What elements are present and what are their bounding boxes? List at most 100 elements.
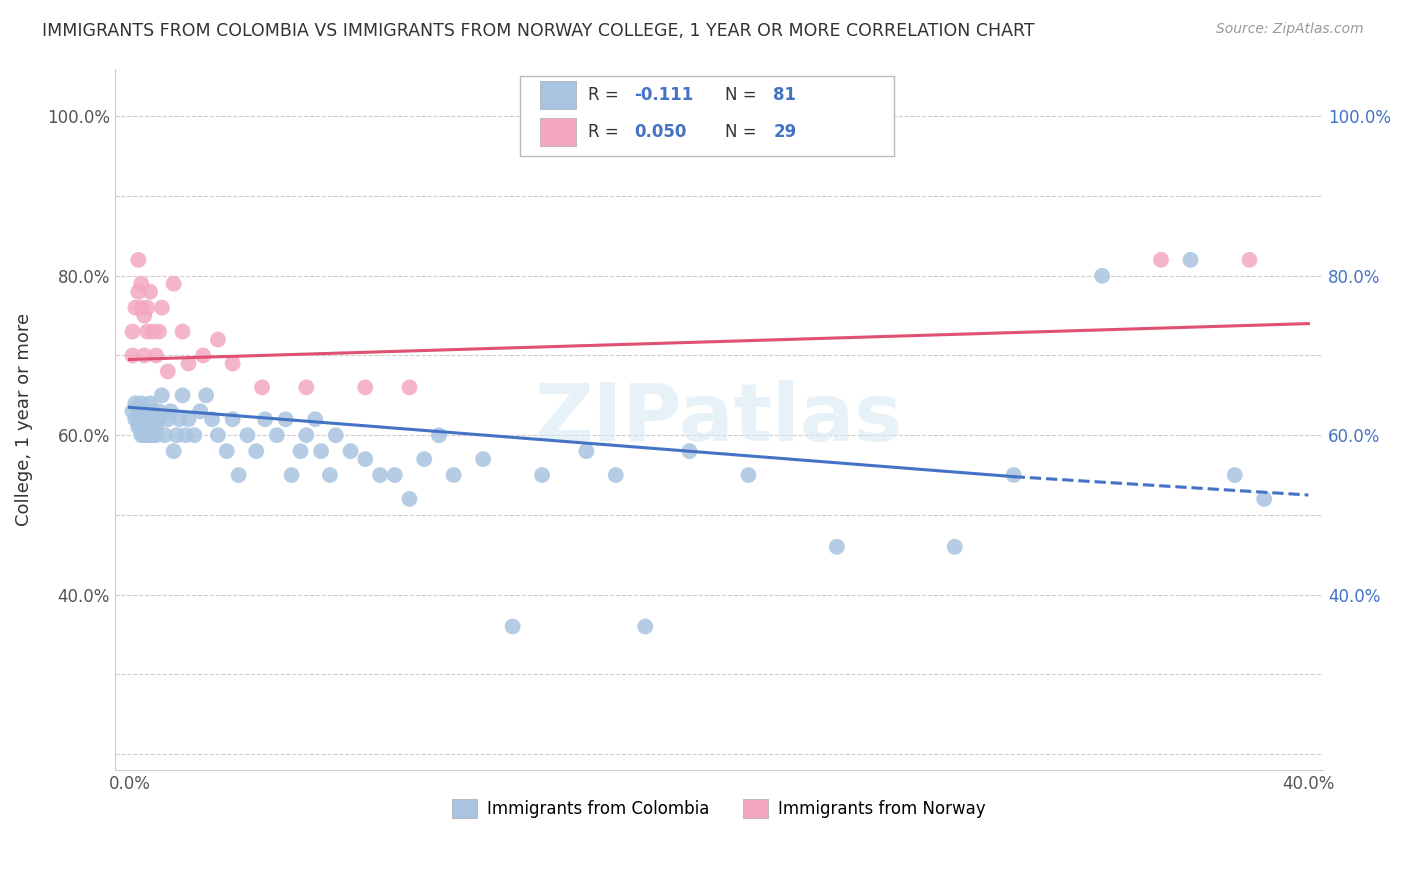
FancyBboxPatch shape <box>540 118 576 145</box>
Legend: Immigrants from Colombia, Immigrants from Norway: Immigrants from Colombia, Immigrants fro… <box>446 793 993 825</box>
Point <box>384 468 406 483</box>
Point <box>129 277 152 291</box>
Point <box>153 428 176 442</box>
Point <box>142 404 165 418</box>
Point <box>129 420 152 434</box>
Point <box>183 428 205 442</box>
Point <box>124 412 146 426</box>
Point <box>368 468 391 483</box>
Text: R =: R = <box>589 86 624 103</box>
Point <box>177 412 200 426</box>
Point <box>124 301 146 315</box>
Point <box>150 388 173 402</box>
Text: -0.111: -0.111 <box>634 86 693 103</box>
Point <box>129 301 152 315</box>
Point <box>148 412 170 426</box>
Point <box>354 452 377 467</box>
Point <box>174 428 197 442</box>
Point <box>127 412 149 426</box>
Point <box>443 468 465 483</box>
Point <box>354 380 377 394</box>
Point <box>163 277 186 291</box>
Point <box>1002 468 1025 483</box>
Point <box>139 285 162 299</box>
Point <box>156 364 179 378</box>
Point <box>121 325 143 339</box>
FancyBboxPatch shape <box>520 76 894 156</box>
Point <box>825 540 848 554</box>
Point <box>221 356 243 370</box>
Point <box>309 444 332 458</box>
Point <box>427 428 450 442</box>
Point <box>134 309 156 323</box>
Point <box>124 396 146 410</box>
Point <box>531 468 554 483</box>
Point <box>177 356 200 370</box>
Point <box>215 444 238 458</box>
Point <box>156 412 179 426</box>
Point <box>188 404 211 418</box>
Text: IMMIGRANTS FROM COLOMBIA VS IMMIGRANTS FROM NORWAY COLLEGE, 1 YEAR OR MORE CORRE: IMMIGRANTS FROM COLOMBIA VS IMMIGRANTS F… <box>42 22 1035 40</box>
Point <box>148 325 170 339</box>
Point <box>145 349 167 363</box>
Point <box>304 412 326 426</box>
Point <box>339 444 361 458</box>
Point <box>245 444 267 458</box>
Point <box>145 428 167 442</box>
Point <box>678 444 700 458</box>
Point <box>274 412 297 426</box>
Point <box>139 428 162 442</box>
Point <box>129 396 152 410</box>
Point <box>163 444 186 458</box>
Point <box>1239 252 1261 267</box>
FancyBboxPatch shape <box>540 81 576 109</box>
Point <box>134 428 156 442</box>
Point <box>136 420 159 434</box>
Point <box>195 388 218 402</box>
Text: 81: 81 <box>773 86 796 103</box>
Point <box>172 388 194 402</box>
Point <box>134 349 156 363</box>
Point <box>136 412 159 426</box>
Point <box>169 412 191 426</box>
Point <box>280 468 302 483</box>
Point <box>129 428 152 442</box>
Point <box>145 420 167 434</box>
Y-axis label: College, 1 year or more: College, 1 year or more <box>15 313 32 525</box>
Point <box>250 380 273 394</box>
Point <box>295 380 318 394</box>
Point <box>295 428 318 442</box>
Point <box>290 444 312 458</box>
Point <box>325 428 347 442</box>
Point <box>121 349 143 363</box>
Point <box>148 404 170 418</box>
Point <box>1253 491 1275 506</box>
Point <box>737 468 759 483</box>
Point <box>413 452 436 467</box>
Point <box>172 325 194 339</box>
Point <box>201 412 224 426</box>
Point <box>127 285 149 299</box>
Point <box>129 404 152 418</box>
Text: ZIPatlas: ZIPatlas <box>534 380 903 458</box>
Point <box>166 428 188 442</box>
Point <box>1223 468 1246 483</box>
Point <box>134 412 156 426</box>
Point <box>605 468 627 483</box>
Point <box>1180 252 1202 267</box>
Point <box>193 349 215 363</box>
Point <box>398 380 420 394</box>
Point <box>634 619 657 633</box>
Point <box>207 333 229 347</box>
Point <box>943 540 966 554</box>
Point <box>136 325 159 339</box>
Point <box>228 468 250 483</box>
Point <box>127 252 149 267</box>
Point <box>142 412 165 426</box>
Text: N =: N = <box>725 86 762 103</box>
Point <box>121 404 143 418</box>
Point <box>575 444 598 458</box>
Point <box>142 428 165 442</box>
Text: R =: R = <box>589 123 624 141</box>
Point <box>127 404 149 418</box>
